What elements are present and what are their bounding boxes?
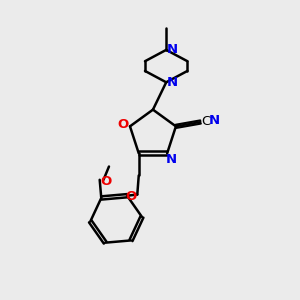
Text: N: N xyxy=(166,153,177,166)
Text: C: C xyxy=(201,115,211,128)
Text: O: O xyxy=(100,175,111,188)
Text: N: N xyxy=(167,76,178,89)
Text: O: O xyxy=(117,118,129,130)
Text: N: N xyxy=(208,114,220,127)
Text: O: O xyxy=(125,190,136,202)
Text: N: N xyxy=(167,44,178,56)
